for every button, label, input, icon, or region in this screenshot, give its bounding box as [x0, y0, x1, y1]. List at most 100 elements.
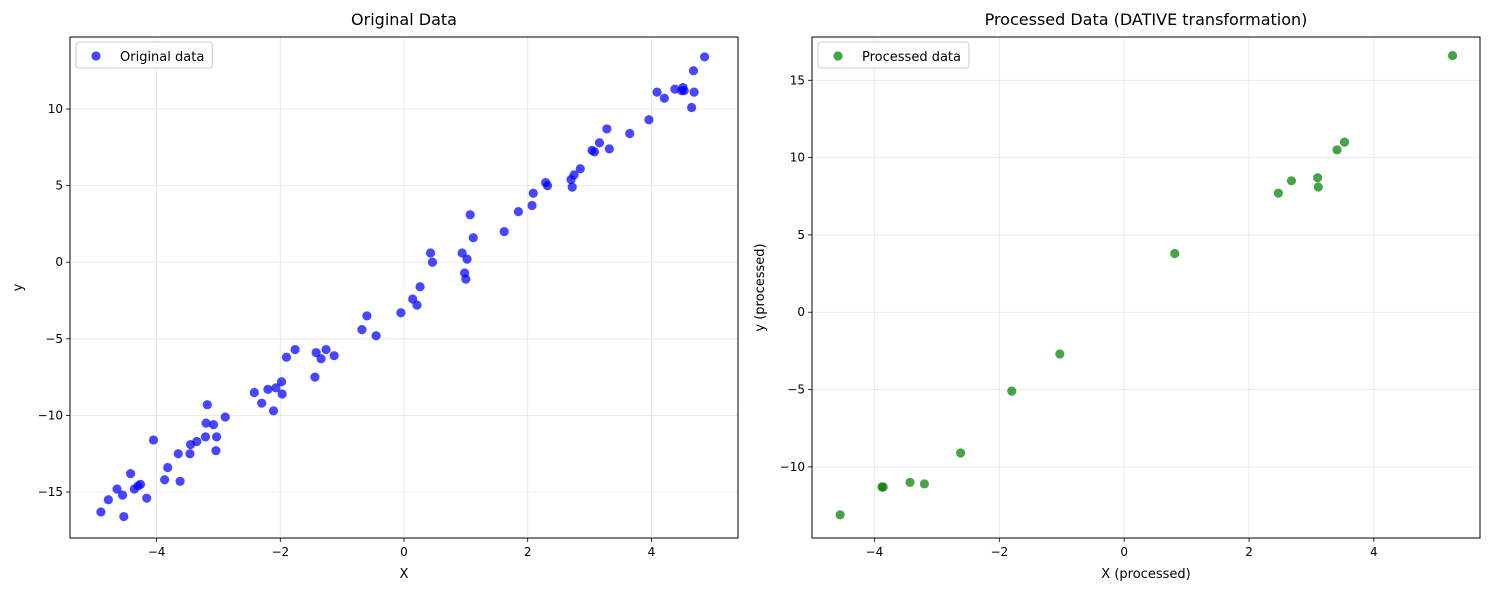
- processed-data-point: [835, 510, 845, 520]
- original-y-tick-label: 5: [55, 179, 63, 193]
- original-data-point: [202, 400, 212, 410]
- original-data-point: [117, 490, 128, 500]
- original-scatter-points: [96, 52, 710, 522]
- original-data-point: [644, 115, 654, 125]
- processed-data-point: [1339, 137, 1350, 147]
- original-data-point: [276, 377, 287, 387]
- original-data-point: [148, 435, 159, 445]
- original-data-point: [357, 325, 367, 335]
- original-data-point: [689, 87, 699, 97]
- original-data-point: [362, 311, 372, 321]
- original-data-point: [527, 200, 537, 211]
- original-data-point: [687, 102, 697, 113]
- original-data-point: [457, 248, 467, 258]
- original-data-point: [569, 170, 579, 180]
- original-data-point: [396, 308, 406, 318]
- processed-y-tick-label: −10: [780, 460, 805, 474]
- original-data-point: [200, 432, 211, 442]
- original-data-point: [268, 406, 279, 416]
- processed-data-point: [1313, 182, 1323, 192]
- processed-legend: Processed data: [817, 41, 970, 69]
- original-data-point: [513, 207, 524, 217]
- original-data-point: [310, 372, 320, 382]
- processed-y-tick-label: 0: [797, 305, 805, 319]
- processed-data-point: [1273, 188, 1283, 198]
- original-data-point: [594, 138, 605, 148]
- processed-data-point: [919, 479, 929, 489]
- processed-x-tick-label: −2: [990, 545, 1008, 559]
- processed-scatter-points: [835, 50, 1458, 520]
- original-y-axis-label: y: [11, 283, 26, 291]
- processed-y-axis-label: y (processed): [753, 243, 768, 331]
- processed-data-point: [1313, 173, 1323, 183]
- original-data-point: [316, 354, 326, 364]
- original-data-point: [604, 144, 614, 154]
- original-data-point: [263, 384, 273, 394]
- original-data-point: [465, 210, 475, 220]
- processed-y-tick-label: 10: [790, 151, 805, 165]
- original-grid: [70, 37, 738, 538]
- processed-chart-title: Processed Data (DATIVE transformation): [985, 10, 1308, 29]
- original-data-point: [281, 352, 292, 362]
- original-data-point: [412, 300, 422, 310]
- original-data-point: [602, 124, 612, 134]
- original-data-point: [249, 387, 259, 398]
- original-y-tick-label: −10: [38, 408, 63, 422]
- original-legend-box: [75, 41, 213, 69]
- processed-y-tick-label: 15: [790, 73, 805, 87]
- original-data-point: [415, 282, 425, 292]
- original-data-point: [175, 476, 185, 486]
- processed-data-point: [955, 448, 966, 458]
- processed-data-point: [1170, 248, 1180, 259]
- processed-data-point: [1447, 50, 1458, 61]
- original-data-point: [462, 254, 472, 264]
- original-x-axis-label: X: [400, 567, 409, 582]
- processed-legend-label: Processed data: [862, 50, 961, 65]
- original-legend: Original data: [75, 41, 213, 69]
- original-data-point: [220, 412, 230, 422]
- original-x-tick-label: −2: [271, 545, 289, 559]
- original-data-point: [208, 420, 219, 430]
- original-x-tick-label: 2: [524, 545, 532, 559]
- original-x-tick-label: 4: [648, 545, 656, 559]
- processed-ticks: −4 −2 0 2 4 −10 −5 0 5 10 15: [780, 73, 1378, 559]
- original-data-point: [103, 495, 113, 505]
- original-data-point: [688, 66, 699, 76]
- original-y-tick-label: −5: [45, 332, 63, 346]
- original-data-point: [311, 348, 321, 358]
- original-legend-marker: [91, 51, 101, 61]
- processed-x-tick-label: 2: [1245, 545, 1253, 559]
- original-data-point: [96, 507, 106, 517]
- original-data-point: [192, 436, 202, 447]
- original-data-point: [185, 449, 195, 459]
- original-data-point: [528, 188, 538, 198]
- original-x-tick-label: 0: [400, 545, 408, 559]
- processed-data-point: [1007, 386, 1017, 396]
- original-data-point: [112, 484, 122, 494]
- original-data-point: [321, 344, 331, 355]
- original-ticks: −4 −2 0 2 4 −15 −10 −5 0 5 10: [38, 102, 656, 559]
- original-data-point: [211, 432, 222, 442]
- original-data-point: [119, 511, 129, 522]
- original-data-point: [173, 449, 183, 459]
- original-data-point: [679, 86, 689, 96]
- original-data-point: [290, 344, 300, 355]
- original-data-point: [257, 398, 267, 408]
- original-data-point: [625, 128, 635, 139]
- original-data-point: [575, 164, 585, 174]
- processed-y-tick-label: 5: [797, 228, 805, 242]
- original-y-tick-label: −15: [38, 485, 63, 499]
- original-data-point: [652, 87, 662, 97]
- processed-x-axis-label: X (processed): [1101, 567, 1190, 582]
- original-data-point: [567, 182, 577, 192]
- original-data-point: [126, 469, 136, 479]
- processed-legend-marker: [833, 51, 843, 61]
- processed-x-tick-label: 4: [1370, 545, 1378, 559]
- original-data-point: [277, 389, 287, 399]
- processed-axes-frame: [811, 36, 1481, 539]
- original-data-point: [135, 479, 146, 489]
- original-data-point: [427, 257, 438, 267]
- original-data-point: [271, 383, 281, 393]
